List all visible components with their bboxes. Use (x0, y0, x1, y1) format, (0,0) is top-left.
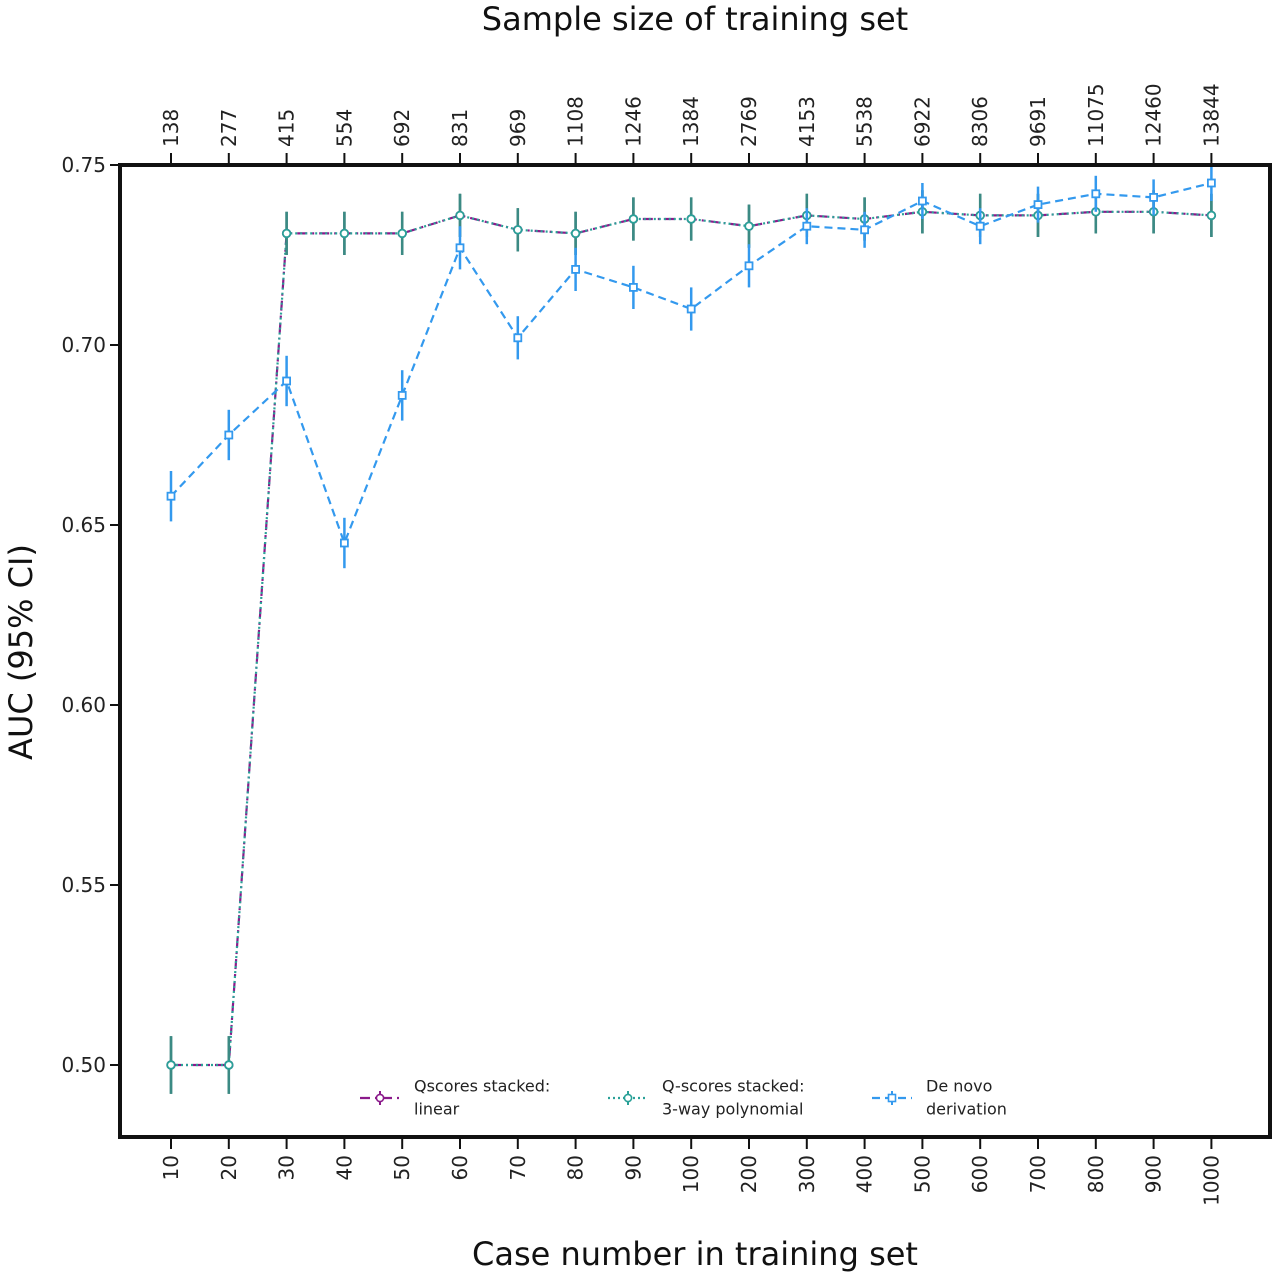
series-layer (166, 165, 1217, 1094)
data-point (1033, 200, 1043, 210)
data-point (282, 376, 292, 386)
x-tick-label: 700 (1026, 1155, 1050, 1193)
top-x-tick-label: 9691 (1026, 96, 1050, 147)
data-point (860, 225, 869, 235)
top-x-tick-label: 8306 (968, 96, 992, 147)
data-point (1091, 189, 1101, 199)
legend-label: 3-way polynomial (662, 1100, 803, 1119)
top-x-tick-label: 831 (448, 109, 472, 147)
legend-marker (887, 1093, 897, 1103)
data-point (224, 1060, 234, 1070)
data-point (571, 264, 580, 274)
data-point (802, 221, 812, 231)
top-x-tick-label: 13844 (1199, 83, 1223, 147)
x-tick-label: 20 (217, 1155, 241, 1180)
top-x-tick-label: 415 (275, 109, 299, 147)
top-x-tick-label: 4153 (795, 96, 819, 147)
x-tick-label: 40 (332, 1155, 356, 1180)
series-line (171, 210, 1212, 1067)
top-x-tick-label: 6922 (910, 96, 934, 147)
legend-item-3: De novo derivation (872, 1077, 1007, 1119)
top-x-tick-label: 1384 (679, 96, 703, 147)
x-tick-label: 70 (506, 1155, 530, 1180)
top-x-tick-label: 277 (217, 109, 241, 147)
data-point (339, 538, 349, 548)
top-x-tick-label: 554 (332, 109, 356, 147)
legend-item-2: Q-scores stacked: 3-way polynomial (608, 1077, 805, 1119)
data-point (1149, 192, 1158, 202)
top-x-tick-label: 12460 (1142, 83, 1166, 147)
x-tick-label: 1000 (1199, 1155, 1223, 1206)
legend-label: derivation (926, 1100, 1007, 1119)
series-3 (166, 165, 1216, 569)
top-x-tick-label: 1108 (564, 96, 588, 147)
data-point (686, 304, 696, 314)
data-point (224, 430, 234, 440)
series-line (171, 210, 1212, 1067)
data-point (397, 390, 407, 400)
x-tick-label: 200 (737, 1155, 761, 1193)
legend: Qscores stacked: linear Q-scores stacked:… (360, 1077, 1007, 1119)
top-x-tick-label: 692 (390, 109, 414, 147)
x-tick-label: 600 (968, 1155, 992, 1193)
data-point (455, 243, 465, 253)
top-x-tick-label: 1246 (621, 96, 645, 147)
legend-label: Qscores stacked: (414, 1077, 550, 1096)
x-tick-label: 500 (910, 1155, 934, 1193)
x-tick-label: 300 (795, 1155, 819, 1193)
x-tick-label: 400 (853, 1155, 877, 1193)
axes-layer: 10 20 30 40 50 60 70 80 90 100 200 300 400 500 600 700 8… (61, 83, 1223, 1206)
data-point (975, 221, 985, 231)
top-x-tick-label: 5538 (853, 96, 877, 147)
x-tick-label: 60 (448, 1155, 472, 1180)
x-tick-label: 100 (679, 1155, 703, 1193)
data-point (281, 228, 292, 239)
top-axis-title: Sample size of training set (482, 0, 908, 38)
data-point (166, 491, 176, 501)
data-point (455, 210, 465, 221)
y-axis-title: AUC (95% CI) (2, 544, 40, 760)
data-point (166, 1060, 176, 1070)
data-point (339, 228, 350, 239)
x-tick-label: 30 (275, 1155, 299, 1180)
data-point (1207, 178, 1216, 188)
data-point (628, 214, 639, 224)
data-point (513, 225, 523, 235)
data-point (686, 214, 696, 224)
data-point (513, 333, 523, 343)
legend-label: De novo (926, 1077, 992, 1096)
y-tick-label: 0.60 (61, 693, 106, 717)
data-point (744, 221, 754, 231)
x-tick-label: 900 (1142, 1155, 1166, 1193)
legend-marker (375, 1093, 385, 1103)
data-point (629, 282, 638, 292)
legend-marker (623, 1093, 633, 1103)
top-x-tick-label: 138 (159, 109, 183, 147)
data-point (918, 196, 927, 206)
top-x-tick-label: 969 (506, 109, 530, 147)
y-tick-label: 0.70 (61, 333, 106, 357)
y-tick-label: 0.55 (61, 873, 106, 897)
x-tick-label: 90 (621, 1155, 645, 1180)
data-point (1206, 210, 1217, 221)
x-tick-label: 10 (159, 1155, 183, 1180)
x-tick-label: 50 (390, 1155, 414, 1180)
y-tick-label: 0.75 (61, 153, 106, 177)
legend-item-1: Qscores stacked: linear (360, 1077, 550, 1119)
y-tick-label: 0.50 (61, 1053, 106, 1077)
top-x-tick-label: 2769 (737, 96, 761, 147)
top-x-tick-label: 11075 (1084, 83, 1108, 147)
x-tick-label: 80 (564, 1155, 588, 1180)
plot-frame (118, 163, 1272, 1139)
x-axis-title: Case number in training set (472, 1235, 918, 1273)
legend-label: linear (414, 1100, 460, 1119)
data-point (397, 228, 407, 239)
y-tick-label: 0.65 (61, 513, 106, 537)
data-point (570, 228, 581, 239)
data-point (744, 261, 754, 271)
legend-label: Q-scores stacked: (662, 1077, 805, 1096)
x-tick-label: 800 (1084, 1155, 1108, 1193)
